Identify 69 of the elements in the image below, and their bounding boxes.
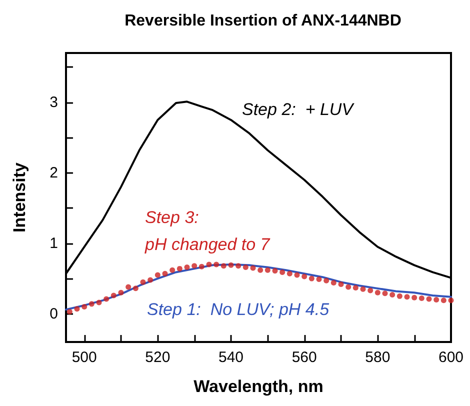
point bbox=[330, 280, 336, 286]
point bbox=[272, 268, 278, 274]
point bbox=[96, 300, 102, 306]
point bbox=[346, 284, 352, 290]
point bbox=[426, 296, 432, 302]
point bbox=[104, 296, 110, 302]
point bbox=[324, 278, 330, 284]
point bbox=[154, 272, 160, 278]
point bbox=[88, 301, 94, 307]
point bbox=[374, 290, 380, 296]
x-tick-label: 580 bbox=[365, 349, 390, 366]
point bbox=[126, 284, 132, 290]
x-tick-label: 500 bbox=[72, 349, 97, 366]
y-tick-label: 1 bbox=[50, 234, 58, 252]
point bbox=[440, 298, 446, 304]
point bbox=[118, 290, 124, 296]
point bbox=[418, 296, 424, 302]
y-tick-label: 2 bbox=[50, 164, 58, 182]
point bbox=[214, 262, 220, 268]
point bbox=[352, 284, 358, 290]
point bbox=[110, 292, 116, 298]
point bbox=[184, 264, 190, 270]
series-label: Step 3: pH changed to 7 bbox=[144, 208, 270, 254]
point bbox=[192, 263, 198, 269]
point bbox=[198, 264, 204, 270]
series-label: Step 2: + LUV bbox=[242, 100, 355, 119]
point bbox=[148, 277, 154, 283]
x-tick-label: 540 bbox=[218, 349, 244, 366]
chart-title: Reversible Insertion of ANX-144NBD bbox=[124, 12, 402, 30]
series-label: Step 1: No LUV; pH 4.5 bbox=[147, 300, 330, 319]
point bbox=[448, 298, 454, 304]
point bbox=[264, 267, 270, 273]
point bbox=[412, 294, 418, 300]
point bbox=[368, 288, 374, 294]
point bbox=[206, 262, 212, 268]
point bbox=[434, 296, 440, 302]
y-tick-label: 3 bbox=[50, 94, 58, 111]
point bbox=[338, 281, 344, 287]
y-axis-title: Intensity bbox=[10, 162, 29, 232]
x-tick-label: 560 bbox=[292, 349, 317, 366]
point bbox=[382, 290, 388, 296]
point bbox=[236, 263, 242, 269]
point bbox=[258, 267, 264, 273]
point bbox=[308, 276, 314, 282]
point bbox=[396, 293, 402, 299]
y-tick-label: 0 bbox=[50, 305, 58, 322]
point bbox=[140, 279, 146, 285]
point bbox=[294, 272, 300, 278]
x-tick-label: 520 bbox=[145, 349, 170, 366]
point bbox=[280, 269, 286, 275]
point bbox=[404, 294, 410, 300]
point bbox=[66, 308, 72, 314]
point bbox=[316, 276, 322, 282]
point bbox=[176, 266, 182, 272]
point bbox=[220, 263, 226, 269]
point bbox=[162, 270, 168, 276]
x-tick-label: 600 bbox=[438, 349, 464, 366]
point bbox=[390, 292, 396, 298]
point bbox=[74, 306, 80, 312]
x-axis-title: Wavelength, nm bbox=[194, 377, 324, 396]
point bbox=[360, 286, 366, 292]
point bbox=[228, 262, 234, 268]
point bbox=[132, 286, 138, 292]
point bbox=[170, 267, 176, 273]
point bbox=[242, 264, 248, 270]
point bbox=[250, 265, 256, 271]
point bbox=[302, 274, 308, 280]
point bbox=[82, 304, 88, 310]
point bbox=[286, 270, 292, 276]
